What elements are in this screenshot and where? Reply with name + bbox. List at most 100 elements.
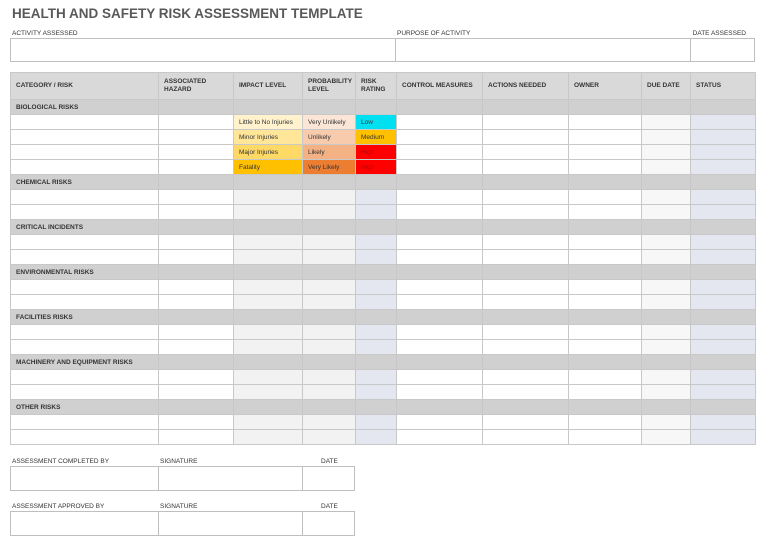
cell[interactable] — [158, 204, 234, 220]
cell[interactable] — [158, 339, 234, 355]
cell[interactable] — [690, 369, 756, 385]
cell[interactable] — [568, 129, 642, 145]
cell[interactable] — [10, 144, 159, 160]
cell[interactable] — [302, 414, 356, 430]
cell[interactable] — [690, 129, 756, 145]
cell[interactable] — [233, 369, 303, 385]
cell[interactable] — [10, 414, 159, 430]
cell[interactable] — [482, 114, 569, 130]
cell[interactable] — [482, 129, 569, 145]
cell[interactable] — [568, 189, 642, 205]
cell[interactable] — [233, 339, 303, 355]
cell[interactable] — [482, 369, 569, 385]
cell[interactable] — [641, 324, 691, 340]
cell[interactable] — [158, 324, 234, 340]
cell[interactable] — [641, 189, 691, 205]
cell[interactable] — [482, 279, 569, 295]
cell[interactable] — [158, 429, 234, 445]
cell[interactable] — [482, 189, 569, 205]
cell[interactable] — [233, 189, 303, 205]
input-box[interactable] — [158, 466, 303, 491]
cell[interactable] — [482, 159, 569, 175]
cell[interactable] — [233, 429, 303, 445]
cell[interactable] — [641, 129, 691, 145]
cell[interactable] — [355, 189, 397, 205]
cell[interactable] — [396, 114, 483, 130]
cell[interactable] — [10, 204, 159, 220]
cell[interactable] — [158, 144, 234, 160]
cell[interactable] — [568, 324, 642, 340]
cell[interactable] — [690, 294, 756, 310]
cell[interactable] — [396, 429, 483, 445]
cell[interactable] — [396, 204, 483, 220]
cell[interactable] — [482, 144, 569, 160]
cell[interactable] — [10, 234, 159, 250]
cell[interactable] — [396, 159, 483, 175]
cell[interactable] — [233, 384, 303, 400]
cell[interactable] — [641, 369, 691, 385]
cell[interactable] — [568, 294, 642, 310]
cell[interactable] — [302, 234, 356, 250]
cell[interactable] — [10, 114, 159, 130]
cell[interactable] — [690, 414, 756, 430]
cell[interactable] — [355, 279, 397, 295]
cell[interactable] — [355, 384, 397, 400]
cell[interactable] — [568, 339, 642, 355]
cell[interactable] — [482, 249, 569, 265]
cell[interactable] — [355, 339, 397, 355]
cell[interactable] — [690, 429, 756, 445]
cell[interactable] — [158, 129, 234, 145]
cell[interactable] — [233, 324, 303, 340]
cell[interactable] — [158, 369, 234, 385]
cell[interactable] — [355, 234, 397, 250]
cell[interactable] — [302, 204, 356, 220]
cell[interactable] — [355, 294, 397, 310]
input-box[interactable] — [302, 466, 355, 491]
input-box[interactable] — [10, 511, 159, 536]
cell[interactable] — [482, 429, 569, 445]
cell[interactable] — [690, 204, 756, 220]
cell[interactable] — [568, 144, 642, 160]
cell[interactable] — [641, 114, 691, 130]
cell[interactable] — [355, 414, 397, 430]
cell[interactable] — [568, 159, 642, 175]
cell[interactable] — [482, 339, 569, 355]
cell[interactable] — [302, 429, 356, 445]
cell[interactable] — [482, 204, 569, 220]
cell[interactable] — [482, 414, 569, 430]
cell[interactable] — [355, 429, 397, 445]
cell[interactable] — [158, 414, 234, 430]
cell[interactable] — [10, 279, 159, 295]
cell[interactable] — [355, 369, 397, 385]
cell[interactable] — [10, 369, 159, 385]
cell[interactable] — [641, 204, 691, 220]
cell[interactable] — [158, 294, 234, 310]
cell[interactable] — [690, 249, 756, 265]
cell[interactable] — [690, 189, 756, 205]
cell[interactable] — [396, 324, 483, 340]
cell[interactable] — [690, 144, 756, 160]
cell[interactable] — [158, 279, 234, 295]
cell[interactable] — [641, 144, 691, 160]
cell[interactable] — [233, 294, 303, 310]
cell[interactable] — [302, 189, 356, 205]
input-box[interactable] — [10, 38, 396, 62]
cell[interactable] — [158, 159, 234, 175]
cell[interactable] — [568, 204, 642, 220]
cell[interactable] — [355, 204, 397, 220]
cell[interactable] — [641, 159, 691, 175]
cell[interactable] — [568, 249, 642, 265]
cell[interactable] — [396, 384, 483, 400]
input-box[interactable] — [302, 511, 355, 536]
cell[interactable] — [302, 249, 356, 265]
cell[interactable] — [302, 339, 356, 355]
cell[interactable] — [233, 234, 303, 250]
cell[interactable] — [396, 339, 483, 355]
cell[interactable] — [396, 129, 483, 145]
cell[interactable] — [396, 249, 483, 265]
cell[interactable] — [158, 384, 234, 400]
cell[interactable] — [396, 369, 483, 385]
cell[interactable] — [482, 294, 569, 310]
input-box[interactable] — [395, 38, 691, 62]
cell[interactable] — [10, 189, 159, 205]
